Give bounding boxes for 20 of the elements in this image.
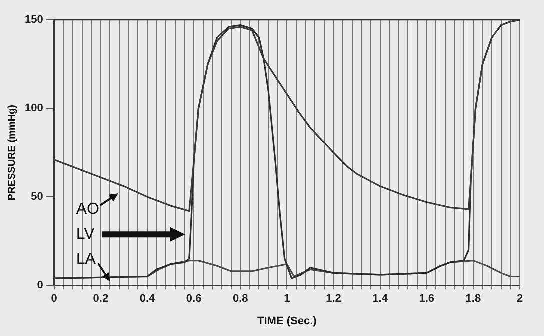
y-axis-title: PRESSURE (mmHg) — [6, 105, 18, 201]
x-tick-label: 2 — [516, 293, 524, 306]
y-tick-label: 0 — [37, 280, 44, 292]
x-tick-label: 0.8 — [232, 293, 248, 306]
x-tick-label: 0.2 — [93, 293, 109, 306]
annotation: AO — [76, 201, 100, 218]
y-tick-label: 100 — [24, 102, 44, 115]
x-tick-label: 1.4 — [372, 293, 389, 306]
x-tick-label: 1 — [284, 293, 290, 306]
x-tick-label: 1.2 — [326, 293, 342, 306]
x-axis-title: TIME (Sec.) — [258, 315, 318, 328]
x-tick-label: 0.4 — [140, 293, 156, 306]
annotation: LA — [76, 251, 96, 268]
x-tick-label: 0 — [51, 293, 58, 306]
x-tick-label: 1.6 — [419, 293, 435, 306]
x-tick-label: 0.6 — [186, 293, 202, 306]
annotation: LV — [76, 226, 96, 244]
y-tick-label: 50 — [31, 191, 44, 204]
x-tick-label: 1.8 — [466, 293, 482, 306]
y-tick-label: 150 — [24, 14, 44, 26]
